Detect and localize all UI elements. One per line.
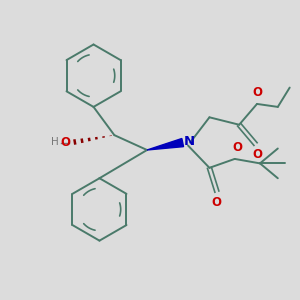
Text: O: O [252, 148, 262, 161]
Text: N: N [184, 135, 195, 148]
Text: O: O [61, 136, 70, 149]
Text: H: H [51, 137, 59, 147]
Text: O: O [232, 141, 242, 154]
Text: O: O [252, 85, 262, 99]
Polygon shape [147, 139, 184, 150]
Text: O: O [212, 196, 222, 209]
